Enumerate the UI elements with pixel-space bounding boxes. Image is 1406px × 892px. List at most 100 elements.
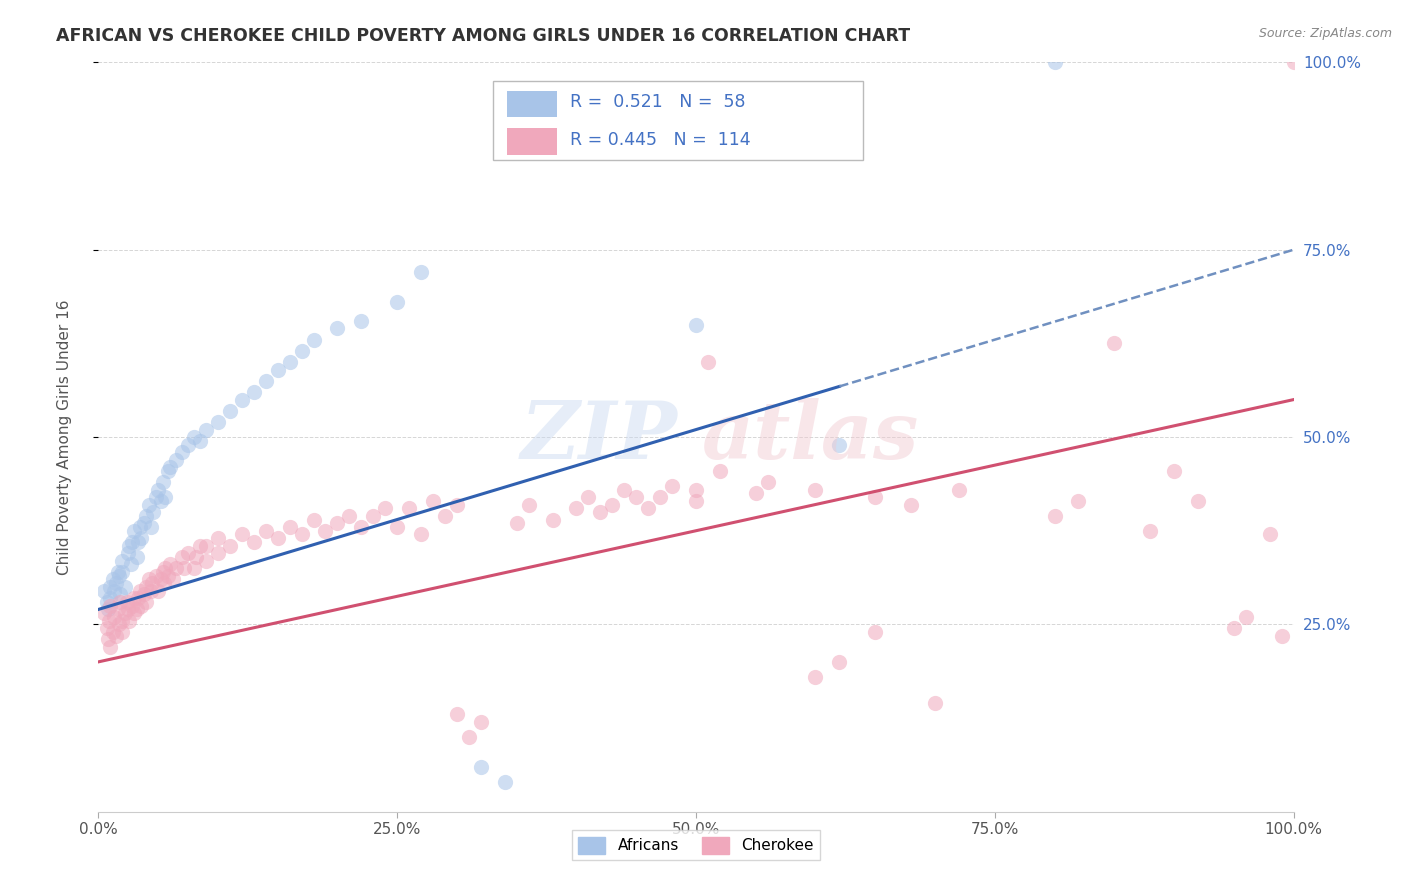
- Y-axis label: Child Poverty Among Girls Under 16: Child Poverty Among Girls Under 16: [58, 300, 72, 574]
- Point: [135, 508, 157, 523]
- Point: [105, 576, 128, 591]
- Point: [398, 501, 420, 516]
- Point: [422, 493, 444, 508]
- Point: [1043, 55, 1066, 70]
- Point: [155, 561, 177, 575]
- Point: [138, 498, 160, 512]
- Point: [111, 624, 134, 639]
- Point: [900, 498, 922, 512]
- Point: [1271, 629, 1294, 643]
- Point: [117, 546, 139, 560]
- Point: [135, 595, 157, 609]
- Point: [165, 452, 187, 467]
- Point: [139, 520, 162, 534]
- Point: [278, 520, 301, 534]
- Point: [385, 295, 409, 310]
- Point: [756, 475, 779, 489]
- Point: [589, 505, 612, 519]
- Point: [865, 624, 887, 639]
- Point: [93, 583, 115, 598]
- Point: [114, 606, 136, 620]
- Point: [125, 602, 148, 616]
- Point: [865, 490, 887, 504]
- Point: [117, 602, 139, 616]
- Point: [350, 314, 373, 328]
- Point: [135, 580, 157, 594]
- Point: [148, 483, 170, 497]
- Point: [411, 265, 433, 279]
- Point: [98, 599, 122, 613]
- Point: [145, 568, 167, 582]
- Point: [155, 490, 177, 504]
- Point: [207, 415, 229, 429]
- Point: [186, 549, 208, 564]
- Point: [132, 516, 155, 531]
- Point: [138, 573, 160, 587]
- Point: [709, 464, 731, 478]
- Point: [828, 437, 851, 451]
- Point: [156, 568, 179, 582]
- Point: [111, 565, 134, 579]
- Point: [315, 524, 337, 538]
- Point: [97, 632, 120, 647]
- Point: [1187, 493, 1209, 508]
- Point: [578, 490, 600, 504]
- Point: [446, 707, 468, 722]
- Point: [124, 524, 146, 538]
- Point: [195, 554, 218, 568]
- Point: [188, 434, 211, 448]
- Point: [93, 606, 115, 620]
- Point: [152, 475, 174, 489]
- Point: [1163, 464, 1185, 478]
- Point: [172, 445, 194, 459]
- Point: [101, 573, 124, 587]
- Point: [120, 558, 142, 572]
- Point: [98, 591, 122, 606]
- Point: [149, 573, 172, 587]
- Point: [107, 602, 129, 616]
- Point: [613, 483, 636, 497]
- Point: [121, 535, 143, 549]
- Point: [139, 583, 162, 598]
- Point: [685, 483, 707, 497]
- Point: [1139, 524, 1161, 538]
- Point: [101, 624, 124, 639]
- Point: [125, 549, 148, 564]
- Point: [108, 587, 131, 601]
- Point: [697, 355, 720, 369]
- Point: [470, 714, 492, 729]
- Point: [111, 614, 134, 628]
- Point: [156, 464, 179, 478]
- Point: [219, 404, 242, 418]
- Point: [111, 554, 134, 568]
- Point: [278, 355, 301, 369]
- Point: [177, 437, 200, 451]
- Point: [96, 595, 118, 609]
- Point: [924, 696, 946, 710]
- Point: [183, 561, 205, 575]
- Point: [145, 490, 167, 504]
- Point: [162, 573, 184, 587]
- Point: [105, 629, 128, 643]
- Point: [124, 606, 146, 620]
- FancyBboxPatch shape: [494, 81, 863, 160]
- Point: [188, 539, 211, 553]
- Point: [195, 423, 218, 437]
- Point: [165, 561, 187, 575]
- Point: [685, 318, 707, 332]
- Point: [219, 539, 242, 553]
- Point: [142, 505, 165, 519]
- Point: [541, 512, 564, 526]
- Point: [153, 576, 176, 591]
- Point: [648, 490, 672, 504]
- Point: [434, 508, 457, 523]
- Point: [127, 591, 149, 606]
- Point: [291, 343, 314, 358]
- Point: [207, 531, 229, 545]
- Point: [267, 362, 290, 376]
- Point: [107, 568, 129, 582]
- Point: [141, 576, 163, 591]
- Point: [804, 670, 827, 684]
- Point: [254, 374, 277, 388]
- Point: [98, 640, 122, 654]
